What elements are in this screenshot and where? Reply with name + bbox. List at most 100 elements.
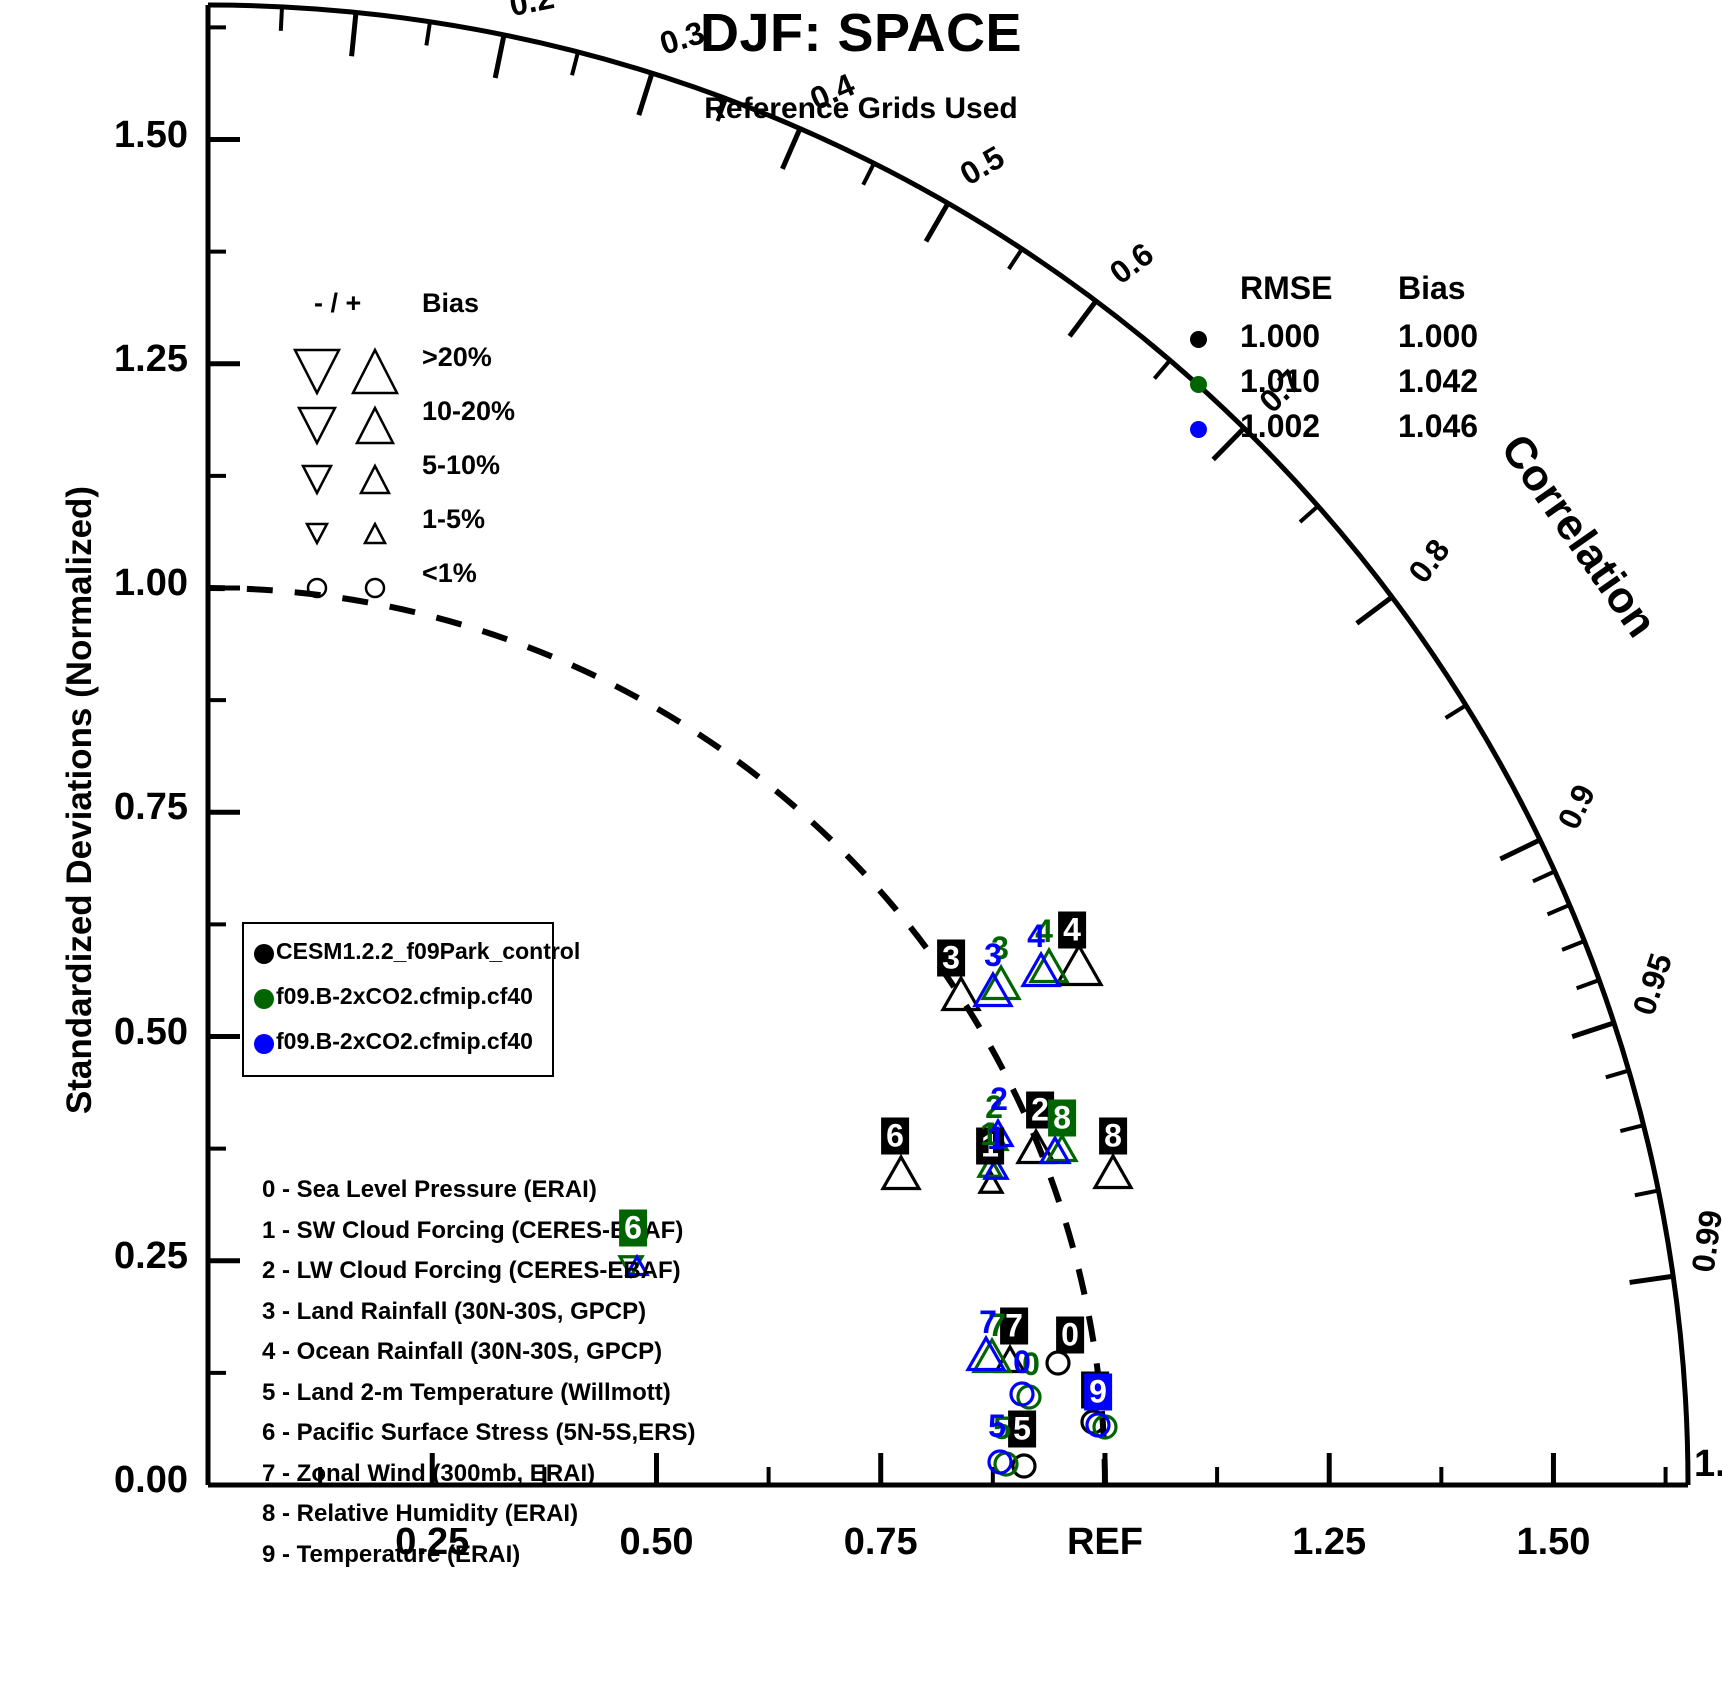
data-point-label: 2 [985,1089,1003,1125]
page-title: DJF: SPACE [699,3,1023,63]
data-point-marker [987,1449,1013,1475]
data-point-label: 7 [979,1304,997,1340]
y-tick-label: 1.50 [114,113,188,156]
bias-range-label: <1% [422,558,477,588]
bias-legend-row: >20% [262,342,562,396]
data-point-label: 3 [984,937,1002,973]
data-point-label: 3 [991,930,1009,966]
variable-list-item: 3 - Land Rainfall (30N-30S, GPCP) [262,1297,647,1325]
bias-column-header: Bias [1398,270,1466,306]
data-point-label: 4 [1058,911,1086,949]
series-color-dot [1190,331,1207,348]
bias-legend: - / + Bias >20% 10-20% 5-10% 1-5% <1% [262,288,562,612]
series-color-dot [1190,421,1207,438]
data-point-label: 2 [990,1081,1008,1117]
data-point-label: 1 [987,1120,1005,1156]
bias-legend-title: Bias [422,288,480,318]
data-point-label: 1 [980,1116,998,1152]
model-legend-item: CESM1.2.2_f09Park_control [244,932,580,977]
variable-list-item: 7 - Zonal Wind (300mb, ERAI) [262,1459,596,1487]
data-point-marker [617,1255,645,1280]
rmse-column-header: RMSE [1240,270,1333,306]
bias-range-label: >20% [422,342,492,372]
model-label: CESM1.2.2_f09Park_control [276,938,581,964]
data-point-label: 5 [993,1410,1011,1446]
x-tick-label: 0.25 [395,1521,470,1563]
model-label: f09.B-2xCO2.cfmip.cf40 [276,983,533,1009]
data-point-label: 3 [937,939,965,977]
data-point-label: 7 [988,1307,1006,1343]
y-tick-label: 0.00 [114,1459,188,1501]
variable-list: 0 - Sea Level Pressure (ERAI) 1 - SW Clou… [262,1176,696,1581]
data-point-marker [1045,1132,1079,1163]
bias-legend-row: 10-20% [262,396,562,450]
variable-list-item: 2 - LW Cloud Forcing (CERES-EBAF) [262,1257,681,1284]
data-point-marker [971,1336,1013,1374]
data-point-marker [1015,1127,1057,1165]
data-point-marker [1011,1453,1037,1479]
data-point-marker [624,1253,650,1277]
data-point-label: 1 [976,1127,1004,1165]
x-tick-label: 0.75 [843,1521,918,1563]
data-point-marker [940,974,982,1012]
data-point-label: 0 [1022,1346,1040,1382]
data-point-marker [1045,1350,1071,1376]
bias-legend-row: <1% [262,558,562,612]
data-point-label: 8 [1099,1117,1127,1155]
data-point-marker [1085,1412,1111,1438]
data-point-marker [976,1153,1004,1178]
model-legend-item: f09.B-2xCO2.cfmip.cf40 [244,977,552,1022]
data-point-label-highlight: 9 [1084,1373,1112,1411]
variable-list-item: 9 - Temperature (ERAI) [262,1540,521,1568]
variable-list-item: 4 - Ocean Rainfall (30N-30S, GPCP) [262,1338,663,1365]
x-tick-label: 1.50 [1516,1521,1591,1563]
data-point-marker [982,1155,1010,1180]
data-point-label-highlight: 6 [619,1209,647,1247]
data-point-label: 4 [1035,913,1053,949]
data-point-marker [1028,946,1070,984]
data-point-marker [977,1169,1005,1194]
variable-list-item: 0 - Sea Level Pressure (ERAI) [262,1176,597,1203]
x-tick-label: REF [1066,1521,1143,1563]
data-point-marker [1054,942,1104,987]
data-point-label-highlight: 8 [1048,1099,1076,1137]
y-tick-label: 0.75 [114,786,188,829]
model-color-dot [254,989,274,1009]
x-tick-label: 1.25 [1292,1521,1367,1563]
variable-list-item: 5 - Land 2-m Temperature (Willmott) [262,1378,671,1406]
rmse-value: 1.010 [1240,363,1321,399]
data-point-marker [1009,1381,1035,1407]
variable-list-item: 6 - Pacific Surface Stress (5N-5S,ERS) [262,1419,696,1446]
data-point-label: 6 [881,1117,909,1155]
bias-value: 1.042 [1398,363,1479,399]
data-point-marker [1038,1134,1072,1165]
y-tick-label: 0.50 [114,1010,188,1053]
rmse-value: 1.000 [1240,318,1321,354]
bias-value: 1.000 [1398,318,1479,354]
y-tick-label: 1.00 [114,562,188,605]
model-color-dot [254,944,274,964]
data-point-marker [965,1334,1007,1372]
data-point-label: 7 [1000,1307,1028,1345]
bias-range-label: 5-10% [422,450,501,480]
bias-legend-rows: >20% 10-20% 5-10% 1-5% <1% [262,342,562,612]
series-color-dot [1190,376,1207,393]
model-legend: CESM1.2.2_f09Park_control f09.B-2xCO2.cfm… [242,922,580,1077]
bias-range-label: 1-5% [422,504,486,534]
data-point-label: 5 [988,1408,1006,1444]
rmse-value: 1.002 [1240,408,1321,444]
data-point-marker [880,1153,922,1191]
data-point-label: 4 [1027,918,1045,954]
y-tick-label: 1.25 [114,337,188,380]
bias-sign-header: - / + [314,288,362,318]
model-legend-rows: CESM1.2.2_f09Park_control f09.B-2xCO2.cfm… [244,932,580,1067]
variable-list-item: 1 - SW Cloud Forcing (CERES-EBAF) [262,1216,684,1244]
bias-legend-header: - / + Bias [262,288,562,342]
bias-legend-row: 1-5% [262,504,562,558]
correlation-corner-label: 1.0 [1694,1443,1722,1485]
data-point-label: 0 [1013,1344,1031,1380]
y-tick-label: 0.25 [114,1234,188,1277]
data-point-marker [972,970,1014,1008]
